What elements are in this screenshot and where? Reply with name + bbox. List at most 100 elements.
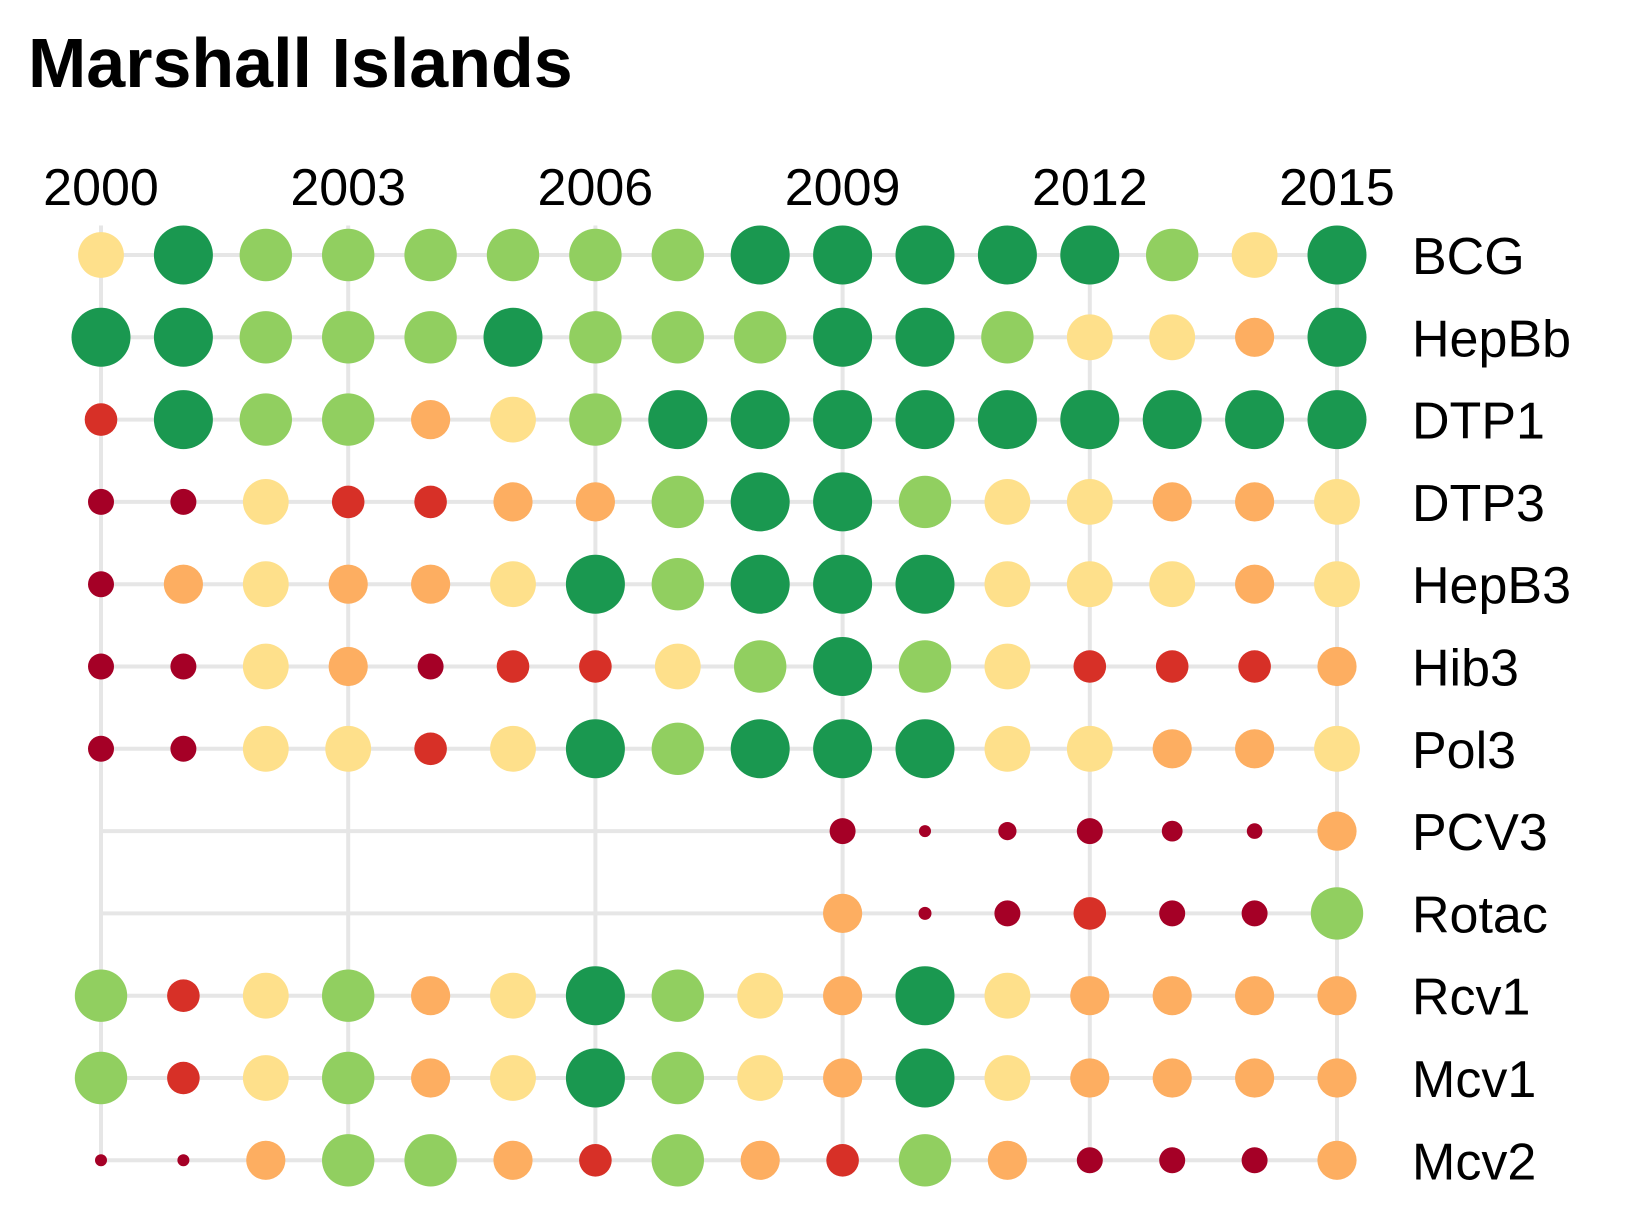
dot-mcv2-2000 [95, 1154, 107, 1167]
dot-pcv3-2010 [919, 825, 931, 838]
row-label-bcg: BCG [1412, 228, 1525, 286]
dot-pol3-2015 [1314, 725, 1360, 772]
dot-hepb3-2004 [411, 564, 451, 604]
dot-pol3-2004 [414, 732, 447, 766]
dot-bcg-2015 [1307, 225, 1367, 285]
dot-pcv3-2014 [1246, 823, 1263, 839]
dot-dtp3-2010 [898, 475, 952, 529]
dot-hepb3-2009 [813, 554, 873, 614]
x-tick-label: 2003 [290, 159, 406, 217]
dot-hib3-2015 [1317, 646, 1357, 687]
dot-hepbb-2013 [1149, 314, 1196, 361]
dot-hib3-2014 [1238, 650, 1271, 683]
dot-bcg-2001 [153, 225, 213, 285]
row-label-hib3: Hib3 [1412, 640, 1519, 698]
row-label-dtp3: DTP3 [1412, 475, 1545, 533]
page-title: Marshall Islands [28, 24, 573, 102]
dot-mcv2-2014 [1241, 1147, 1268, 1174]
dot-pol3-2012 [1066, 725, 1113, 772]
dot-dtp3-2014 [1235, 482, 1275, 522]
dot-hib3-2011 [984, 643, 1031, 690]
dot-hib3-2002 [242, 643, 289, 690]
dot-dtp3-2012 [1066, 479, 1113, 525]
dot-mcv2-2010 [898, 1134, 952, 1187]
data-points [71, 225, 1367, 1187]
dot-hepb3-2015 [1314, 561, 1360, 608]
dot-dtp1-2008 [730, 390, 790, 450]
dot-rcv1-2010 [895, 966, 955, 1026]
dot-mcv1-2005 [490, 1055, 536, 1101]
dot-hepb3-2013 [1149, 561, 1196, 608]
dot-mcv1-2003 [322, 1051, 375, 1105]
dot-mcv2-2006 [579, 1144, 612, 1177]
dot-dtp1-2000 [84, 403, 118, 436]
dot-hib3-2001 [170, 653, 197, 680]
dot-pol3-2010 [895, 719, 955, 779]
dot-pol3-2002 [242, 725, 289, 772]
x-tick-label: 2012 [1032, 159, 1148, 217]
dot-hepb3-2005 [490, 561, 536, 608]
dot-bcg-2007 [651, 228, 704, 282]
dot-hepbb-2011 [981, 311, 1034, 364]
dot-mcv2-2001 [177, 1154, 190, 1167]
dot-dtp1-2010 [895, 390, 955, 450]
dot-pol3-2008 [730, 719, 790, 779]
dot-rcv1-2003 [322, 969, 375, 1022]
row-label-pcv3: PCV3 [1412, 804, 1548, 862]
dot-rcv1-2001 [167, 979, 200, 1012]
dot-hepbb-2003 [322, 311, 375, 364]
dot-hepb3-2012 [1066, 561, 1113, 608]
dot-dtp3-2004 [414, 485, 447, 519]
dot-rotac-2011 [994, 900, 1021, 927]
dot-rotac-2014 [1241, 900, 1268, 927]
dot-hib3-2009 [813, 637, 873, 696]
dot-dtp1-2003 [322, 393, 375, 446]
dot-mcv1-2004 [411, 1058, 451, 1098]
dot-pol3-2007 [651, 722, 704, 775]
dot-dtp3-2000 [88, 488, 114, 515]
dot-mcv2-2013 [1159, 1147, 1186, 1174]
dot-dtp3-2013 [1152, 482, 1192, 522]
dot-dtp3-2009 [813, 472, 873, 532]
dot-hepb3-2011 [984, 561, 1031, 608]
dot-hepbb-2000 [71, 307, 131, 367]
dot-hib3-2013 [1155, 650, 1189, 683]
dot-hepb3-2006 [565, 554, 625, 614]
dot-mcv2-2012 [1076, 1147, 1103, 1174]
dot-hepbb-2008 [734, 311, 787, 364]
dot-mcv1-2008 [737, 1055, 784, 1101]
row-label-mcv2: Mcv2 [1412, 1133, 1536, 1191]
dot-dtp3-2006 [575, 482, 616, 522]
dot-dtp3-2015 [1314, 479, 1360, 525]
row-labels: BCG HepBb DTP1 DTP3 HepB3 Hib3 Pol3 PCV3 Rotac Rc… [1412, 228, 1571, 1191]
dot-bcg-2012 [1060, 225, 1120, 285]
dot-pol3-2006 [565, 719, 625, 779]
dot-pcv3-2013 [1161, 820, 1183, 842]
dot-mcv2-2007 [651, 1134, 704, 1187]
dot-pol3-2000 [88, 735, 114, 762]
dot-rcv1-2006 [565, 966, 625, 1026]
dot-hepb3-2014 [1235, 564, 1275, 604]
dot-pol3-2013 [1152, 729, 1192, 769]
dot-dtp1-2006 [569, 393, 622, 446]
dot-mcv2-2011 [987, 1140, 1027, 1180]
dot-mcv1-2011 [984, 1055, 1031, 1101]
x-tick-label: 2009 [785, 159, 901, 217]
dot-mcv2-2008 [740, 1140, 780, 1180]
dot-hepb3-2000 [88, 571, 114, 598]
row-label-mcv1: Mcv1 [1412, 1051, 1536, 1109]
dot-hepb3-2003 [328, 564, 368, 604]
x-tick-label: 2006 [538, 159, 654, 217]
dot-hepbb-2005 [483, 307, 543, 367]
dot-hib3-2008 [734, 640, 787, 693]
dot-pcv3-2012 [1076, 818, 1103, 845]
dot-rcv1-2011 [984, 972, 1031, 1019]
dot-hepb3-2002 [242, 561, 289, 608]
dot-hepb3-2007 [651, 558, 704, 611]
dot-pol3-2005 [490, 725, 536, 772]
dot-mcv1-2013 [1152, 1058, 1192, 1098]
dot-mcv1-2012 [1070, 1058, 1110, 1098]
dot-mcv2-2004 [404, 1134, 457, 1187]
dot-mcv2-2002 [246, 1140, 286, 1180]
